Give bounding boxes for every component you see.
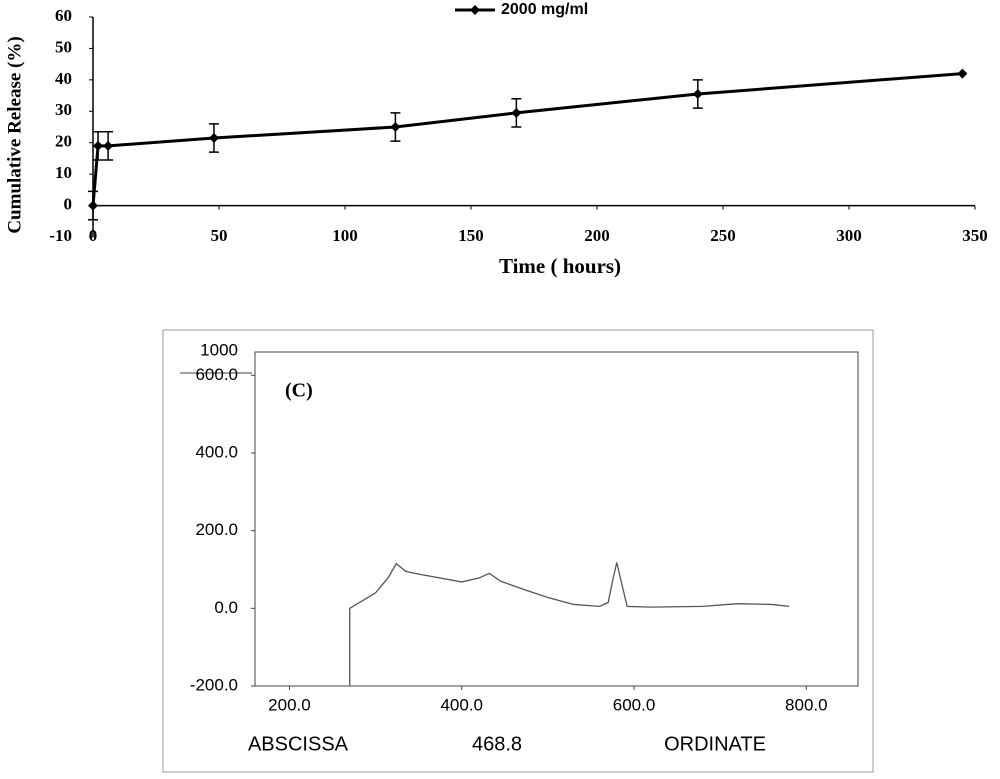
marker: [390, 122, 401, 132]
annotation: 468.8: [472, 733, 522, 755]
x-tick-label: 200.0: [268, 695, 311, 714]
y-tick-label: 0: [64, 194, 73, 213]
marker: [957, 68, 968, 79]
x-tick-label: 400.0: [440, 695, 483, 714]
x-tick-label: 0: [89, 226, 98, 245]
marker: [208, 133, 219, 143]
frame: [162, 329, 874, 773]
y-tick-label: 400.0: [195, 442, 238, 461]
y-tick-label: 0.0: [214, 598, 238, 617]
x-tick-label: 250: [710, 226, 736, 245]
marker: [88, 200, 98, 211]
x-tick-label: 300: [836, 226, 862, 245]
spectrum-chart: 1000 (C) -200.0 0.0 200.0 400.0 600.0 200.0 400.…: [162, 329, 874, 773]
marker: [93, 140, 104, 151]
y-tick-label: 600.0: [195, 365, 238, 384]
y-tick-label: 60: [55, 6, 72, 25]
annotation: ORDINATE: [664, 733, 766, 755]
release-chart: -10 0 10 20 30 40 50 60 0 50 100 150 200 250 300 350 Tim…: [4, 1, 987, 278]
y-tick-label: 40: [55, 69, 72, 88]
marker: [103, 140, 114, 151]
series-line: [91, 72, 963, 206]
y-tick-label: 200.0: [195, 520, 238, 539]
y-tick-label: 30: [55, 100, 72, 119]
x-tick-label: 50: [211, 226, 228, 245]
y-axis-label: Cumulative Release (%): [4, 36, 25, 233]
y-top-label: 1000: [200, 340, 238, 359]
x-tick-label: 600.0: [613, 695, 656, 714]
x-tick-label: 200: [584, 226, 610, 245]
spectrum-line: [349, 562, 790, 686]
annotation: ABSCISSA: [248, 733, 349, 755]
y-tick-label: 20: [55, 132, 72, 151]
marker: [692, 89, 703, 99]
marker: [511, 107, 522, 118]
plot-area: [254, 351, 859, 687]
legend-marker: [470, 5, 480, 15]
y-tick-label: -200.0: [190, 675, 238, 694]
x-tick-label: 350: [962, 226, 988, 245]
y-tick-label: 10: [55, 163, 72, 182]
y-tick-label: -10: [49, 226, 72, 245]
x-tick-label: 100: [332, 226, 358, 245]
x-axis-label: Time ( hours): [499, 254, 621, 278]
legend-label: 2000 mg/ml: [501, 1, 588, 18]
y-tick-label: 50: [55, 37, 72, 56]
x-tick-label: 150: [458, 226, 484, 245]
panel-label: (C): [285, 380, 313, 402]
x-tick-label: 800.0: [785, 695, 828, 714]
